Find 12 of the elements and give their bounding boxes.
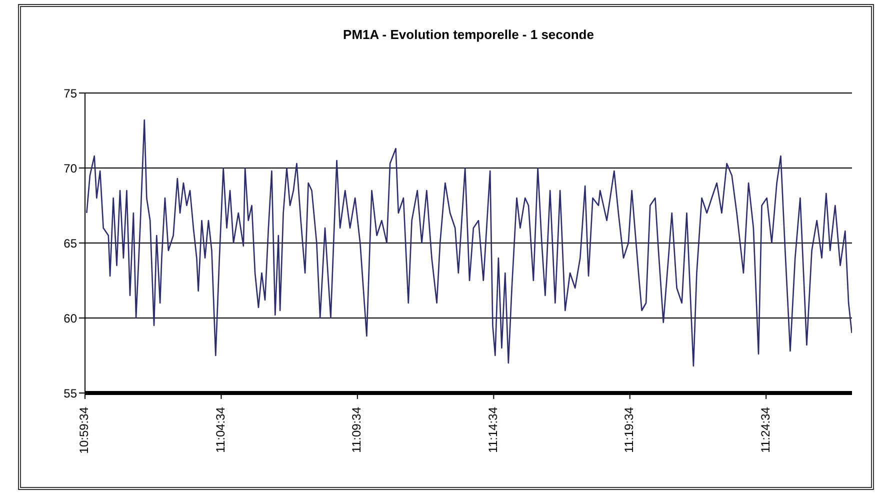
y-tick-label: 75: [64, 86, 78, 100]
y-tick-label: 60: [64, 311, 78, 326]
y-tick-label: 70: [64, 161, 78, 176]
y-tick-label: 55: [64, 386, 78, 400]
chart-title: PM1A - Evolution temporelle - 1 seconde: [342, 27, 595, 42]
x-tick-label: 11:19:34: [622, 406, 636, 453]
x-tick-label: 11:04:34: [213, 406, 228, 453]
x-tick-label: 11:09:34: [350, 406, 364, 453]
y-tick-label: 65: [64, 236, 78, 250]
x-tick-label: 10:59:34: [77, 406, 92, 454]
x-tick-label: 11:14:34: [486, 406, 500, 453]
x-tick-label: 11:24:34: [758, 406, 772, 453]
